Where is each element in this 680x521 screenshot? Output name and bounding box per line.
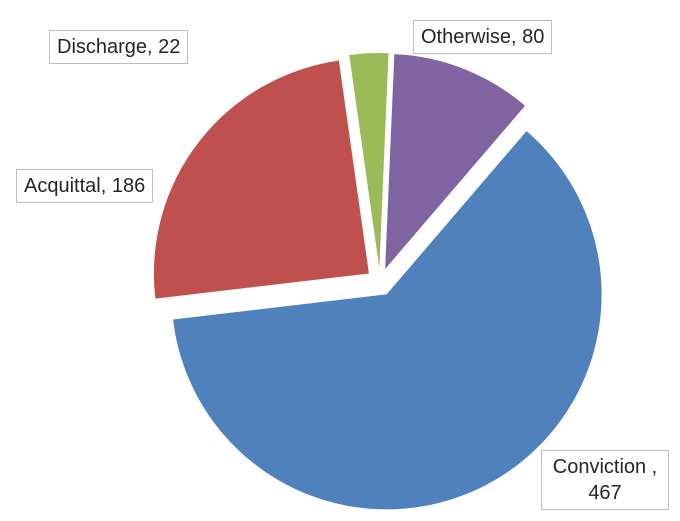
pie-slice-conviction [173,131,602,510]
pie-slice-acquittal [153,60,369,299]
data-label-otherwise: Otherwise, 80 [413,20,553,54]
data-label-conviction-name: Conviction , [552,456,658,478]
data-label-conviction-value: 467 [588,482,622,504]
pie-slice-discharge [349,53,389,269]
pie-slice-otherwise [385,54,526,269]
data-label-discharge: Discharge, 22 [49,30,189,64]
data-label-conviction: Conviction , 467 [541,450,669,510]
data-label-acquittal: Acquittal, 186 [16,169,154,203]
